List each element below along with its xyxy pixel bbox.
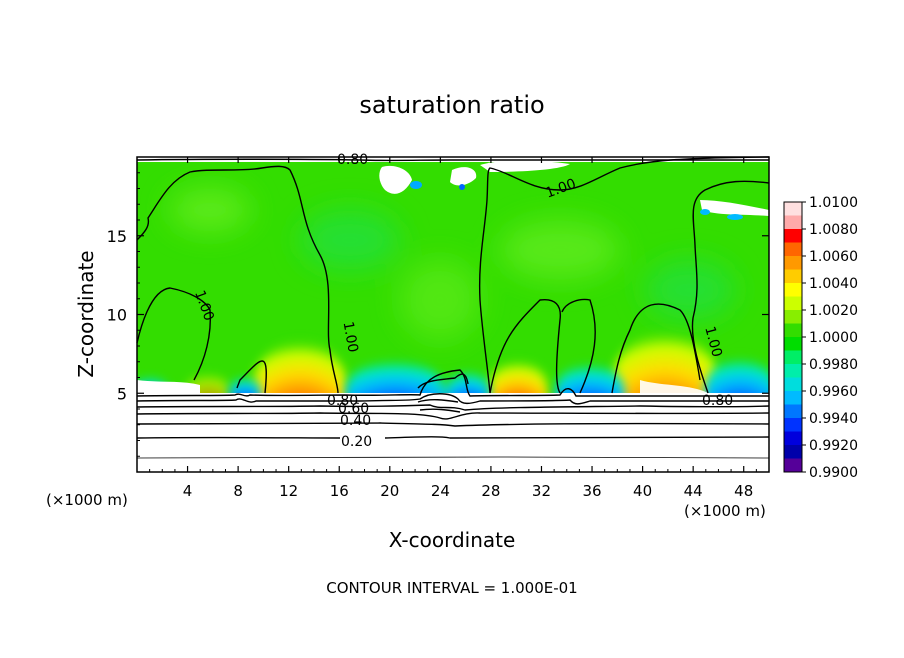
- x-tick-label: 20: [380, 482, 399, 500]
- contour-label-060: 0.60: [338, 401, 369, 417]
- colorbar-swatch: [784, 364, 802, 378]
- colorbar-swatch: [784, 269, 802, 284]
- x-tick-label: 32: [532, 482, 551, 500]
- contour-0-30: [136, 422, 770, 427]
- colorbar-label: 0.9900: [809, 465, 858, 481]
- colorbar-swatch: [784, 404, 802, 419]
- contour-label-top-080: 0.80: [337, 152, 368, 168]
- colorbar-swatch: [784, 256, 802, 270]
- chart-title: saturation ratio: [359, 91, 544, 119]
- plot-area: 0.80 1.00 1.00 1.00 1.00 0.80 0.60 0.40 …: [107, 152, 770, 500]
- colorbar-label: 0.9980: [809, 357, 858, 373]
- y-tick-label: 15: [107, 227, 127, 246]
- colorbar-swatch: [784, 310, 802, 324]
- contour-interval-footer: CONTOUR INTERVAL = 1.000E-01: [326, 579, 577, 597]
- x-tick-label: 8: [233, 482, 243, 500]
- colorbar-label: 1.0020: [809, 303, 858, 319]
- x-unit-right: (×1000 m): [684, 502, 766, 520]
- dry-patch-edges: [410, 181, 743, 220]
- colorbar-swatch: [784, 391, 802, 405]
- x-axis-label: X-coordinate: [389, 528, 516, 552]
- contour-1-00-right-bubble: [611, 303, 701, 394]
- x-tick-label: 48: [734, 482, 753, 500]
- contour-label-020: 0.20: [341, 434, 372, 450]
- y-tick-label: 5: [117, 384, 127, 403]
- colorbar-label: 0.9940: [809, 411, 858, 427]
- contour-0-50: [136, 404, 770, 411]
- contour-label-right-080: 0.80: [702, 393, 733, 409]
- colorbar-swatch: [784, 377, 802, 392]
- y-tick-label: 10: [107, 306, 127, 325]
- contour-1-00-left: [136, 165, 339, 394]
- contour-0-60: [136, 393, 769, 405]
- contour-0-20: [136, 436, 770, 439]
- colorbar-swatch: [784, 296, 802, 311]
- colorbar-swatch: [784, 283, 802, 297]
- x-tick-label: 4: [183, 482, 193, 500]
- contour-1-00-left-bubble: [136, 287, 212, 381]
- contour-label-right-100: 1.00: [701, 325, 725, 359]
- colorbar-swatch: [784, 337, 802, 351]
- contour-1-00-left-cell: [236, 360, 267, 394]
- colorbar-label: 0.9960: [809, 384, 858, 400]
- contour-1-00-middle-cell: [489, 298, 562, 394]
- contour-wave-24: [417, 373, 469, 413]
- contour-0-40: [136, 412, 770, 420]
- x-tick-label: 44: [684, 482, 703, 500]
- colorbar-label: 0.9920: [809, 438, 858, 454]
- colorbar-label: 1.0000: [809, 330, 858, 346]
- y-axis-label: Z-coordinate: [74, 250, 98, 377]
- contour-label-040: 0.40: [340, 413, 371, 429]
- contour-0-80: [136, 369, 769, 397]
- y-axis: 5 10 15: [107, 172, 769, 457]
- colorbar-swatch: [784, 242, 802, 257]
- contour-label-mid-100: 1.00: [340, 320, 361, 353]
- colorbar-label: 1.0060: [809, 249, 858, 265]
- colorbar-swatch: [784, 350, 802, 365]
- colorbar-swatch: [784, 229, 802, 243]
- contour-1-00-right: [691, 180, 770, 394]
- x-tick-label: 36: [582, 482, 601, 500]
- colorbar-label: 1.0080: [809, 222, 858, 238]
- colorbar-swatch: [784, 418, 802, 432]
- x-tick-label: 16: [330, 482, 349, 500]
- x-tick-label: 24: [431, 482, 450, 500]
- colorbar-swatch: [784, 431, 802, 446]
- x-tick-label: 12: [279, 482, 298, 500]
- contour-lines: [136, 156, 770, 459]
- x-axis: 4 8 12 16 20 24 28 32 36 40 44 48: [149, 157, 757, 500]
- supersaturated-cells: [186, 328, 720, 393]
- contour-label-080: 0.80: [327, 393, 358, 409]
- contour-0-10: [136, 456, 770, 459]
- x-tick-label: 28: [481, 482, 500, 500]
- x-unit-left: (×1000 m): [46, 491, 128, 509]
- contour-1-00-inner: [561, 298, 596, 394]
- colorbar-swatch: [784, 202, 802, 216]
- colorbar-swatch: [784, 323, 802, 338]
- x-tick-label: 40: [633, 482, 652, 500]
- colorbar: 1.0100 1.0080 1.0060 1.0040 1.0020 1.0000 0.99…: [783, 195, 858, 481]
- colorbar-swatch: [784, 445, 802, 459]
- colorbar-label: 1.0100: [809, 195, 858, 211]
- colorbar-swatch: [784, 215, 802, 230]
- contour-1-00-middle: [478, 156, 770, 394]
- field-texture: [170, 188, 735, 340]
- colorbar-label: 1.0040: [809, 276, 858, 292]
- colorbar-swatch: [784, 458, 802, 473]
